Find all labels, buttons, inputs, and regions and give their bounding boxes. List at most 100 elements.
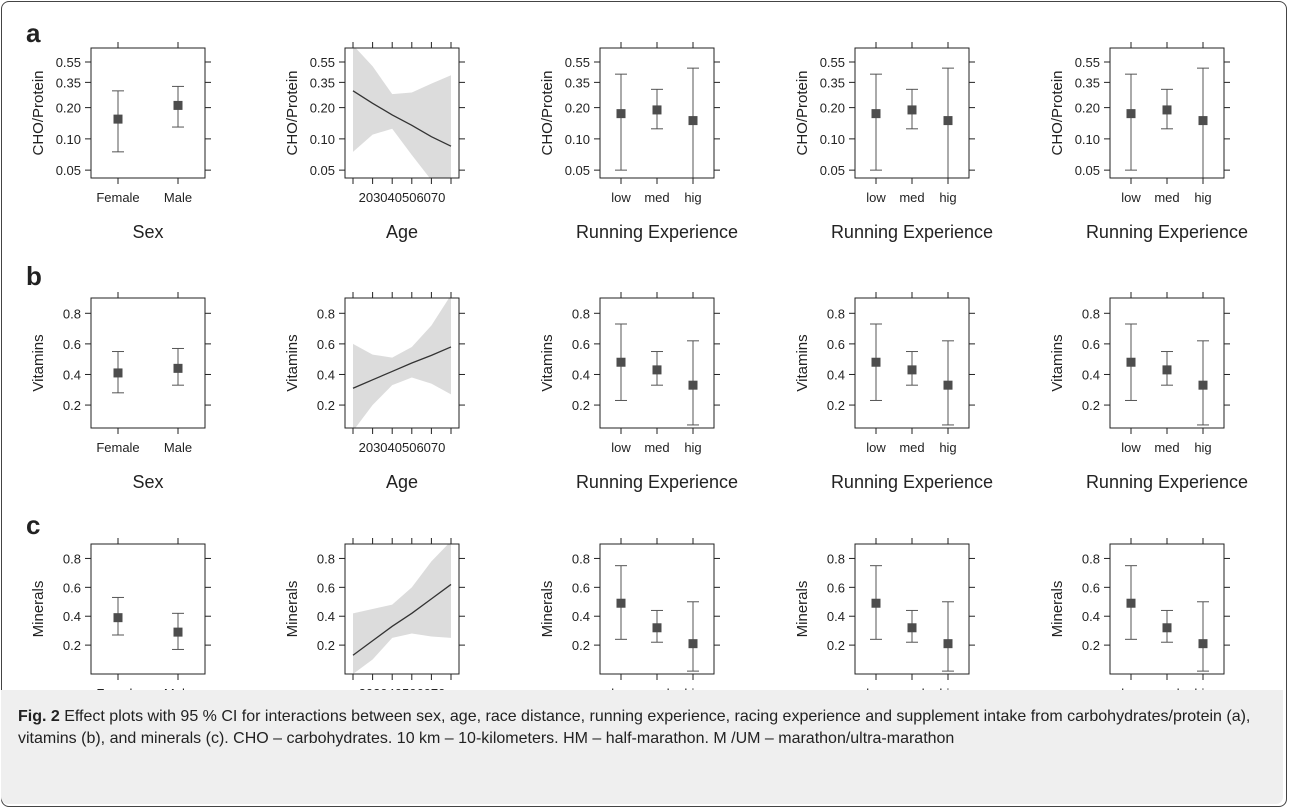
y-tick-label: 0.8 [572, 306, 590, 321]
x-axis-title: Running Experience [1086, 222, 1248, 242]
point-estimate [871, 598, 881, 608]
effect-plot-b-1: 0.2 0.4 0.6 0.8 Female Male Sex Vitamins [30, 292, 211, 492]
y-tick-label: 0.2 [572, 638, 590, 653]
y-axis-title: Minerals [30, 581, 47, 638]
y-tick-label: 0.4 [1082, 367, 1100, 382]
x-axis-title: Running Experience [1086, 472, 1248, 492]
x-tick-label: med [644, 190, 669, 205]
y-tick-label: 0.8 [572, 551, 590, 566]
x-axis-title: Running Experience [576, 222, 738, 242]
effect-plot-a-3: 0.05 0.10 0.20 0.35 0.55 low med hig Running Exp… [539, 42, 738, 242]
x-axis-title: Running Experience [831, 472, 993, 492]
x-tick-label: hig [939, 190, 956, 205]
y-tick-label: 0.2 [572, 398, 590, 413]
error-bar [942, 601, 954, 672]
point-estimate [113, 114, 123, 124]
y-tick-label: 0.2 [317, 638, 335, 653]
ci-band [353, 48, 451, 178]
point-estimate [1198, 380, 1208, 390]
y-tick-label: 0.20 [820, 101, 845, 116]
error-bar [615, 73, 627, 171]
effect-line [352, 346, 452, 389]
y-tick-label: 0.8 [317, 551, 335, 566]
y-tick-label: 0.8 [63, 306, 81, 321]
x-tick-label: med [899, 190, 924, 205]
point-estimate [652, 623, 662, 633]
y-tick-label: 0.6 [572, 580, 590, 595]
y-tick-label: 0.10 [310, 132, 335, 147]
y-tick-label: 0.10 [565, 132, 590, 147]
x-tick-label: med [644, 686, 669, 690]
point-estimate [1162, 623, 1172, 633]
effect-plot-b-4: 0.2 0.4 0.6 0.8 low med hig Running Experience V… [794, 292, 993, 492]
x-tick-label: hig [684, 190, 701, 205]
y-tick-label: 0.10 [1075, 132, 1100, 147]
x-tick-label: hig [1194, 440, 1211, 455]
effect-plot-a-1: 0.05 0.10 0.20 0.35 0.55 Female Male Sex CHO/Pro… [30, 42, 211, 242]
y-tick-label: 0.4 [572, 367, 590, 382]
y-axis-title: CHO/Protein [30, 70, 47, 155]
y-axis-title: Vitamins [539, 334, 556, 391]
y-tick-label: 0.2 [827, 638, 845, 653]
y-axis-title: Vitamins [1049, 334, 1066, 391]
x-tick-label: med [644, 440, 669, 455]
effect-plot-a-5: 0.05 0.10 0.20 0.35 0.55 low med hig Running Exp… [1049, 42, 1248, 242]
x-tick-label: Female [96, 686, 139, 690]
point-estimate [173, 627, 183, 637]
point-estimate [907, 623, 917, 633]
y-tick-label: 0.6 [827, 580, 845, 595]
point-estimate [943, 380, 953, 390]
point-estimate [616, 109, 626, 119]
plot-box [599, 543, 715, 675]
effect-line [352, 583, 452, 656]
effect-plot-a-4: 0.05 0.10 0.20 0.35 0.55 low med hig Running Exp… [794, 42, 993, 242]
y-tick-label: 0.4 [572, 609, 590, 624]
x-axis-title: Running Experience [831, 222, 993, 242]
y-tick-label: 0.35 [56, 75, 81, 90]
point-estimate [871, 357, 881, 367]
y-tick-label: 0.8 [63, 551, 81, 566]
x-axis-title: Age [386, 222, 418, 242]
x-tick-label: hig [939, 686, 956, 690]
x-axis-title: Running Experience [576, 472, 738, 492]
y-tick-label: 0.35 [310, 75, 335, 90]
x-tick-label: low [611, 686, 631, 690]
y-tick-label: 0.20 [1075, 101, 1100, 116]
y-tick-label: 0.55 [565, 55, 590, 70]
x-tick-label: low [866, 686, 886, 690]
x-tick-label: med [899, 686, 924, 690]
y-tick-label: 0.8 [827, 551, 845, 566]
y-tick-label: 0.35 [1075, 75, 1100, 90]
y-tick-label: 0.05 [56, 163, 81, 178]
figure-caption: Fig. 2 Effect plots with 95 % CI for int… [18, 706, 1268, 750]
y-tick-label: 0.6 [63, 337, 81, 352]
ci-band [353, 544, 451, 674]
y-axis-title: Minerals [1049, 581, 1066, 638]
y-tick-label: 0.4 [827, 367, 845, 382]
y-tick-label: 0.05 [565, 163, 590, 178]
y-tick-label: 0.4 [63, 609, 81, 624]
y-tick-label: 0.35 [820, 75, 845, 90]
x-tick-label: low [866, 190, 886, 205]
point-estimate [113, 368, 123, 378]
point-estimate [688, 380, 698, 390]
y-axis-title: Vitamins [284, 334, 301, 391]
y-tick-label: 0.2 [63, 398, 81, 413]
effect-plot-b-3: 0.2 0.4 0.6 0.8 low med hig Running Experience V… [539, 292, 738, 492]
y-axis-title: Minerals [284, 581, 301, 638]
point-estimate [616, 598, 626, 608]
y-tick-label: 0.6 [1082, 580, 1100, 595]
y-tick-label: 0.05 [310, 163, 335, 178]
point-estimate [688, 116, 698, 126]
y-tick-label: 0.10 [820, 132, 845, 147]
x-tick-label: Male [164, 686, 192, 690]
x-tick-label: hig [939, 440, 956, 455]
y-tick-label: 0.6 [63, 580, 81, 595]
y-tick-label: 0.20 [56, 101, 81, 116]
x-tick-label: med [1154, 190, 1179, 205]
x-tick-label: hig [1194, 686, 1211, 690]
x-tick-labels: 203040506070 [359, 686, 446, 690]
y-tick-label: 0.55 [310, 55, 335, 70]
